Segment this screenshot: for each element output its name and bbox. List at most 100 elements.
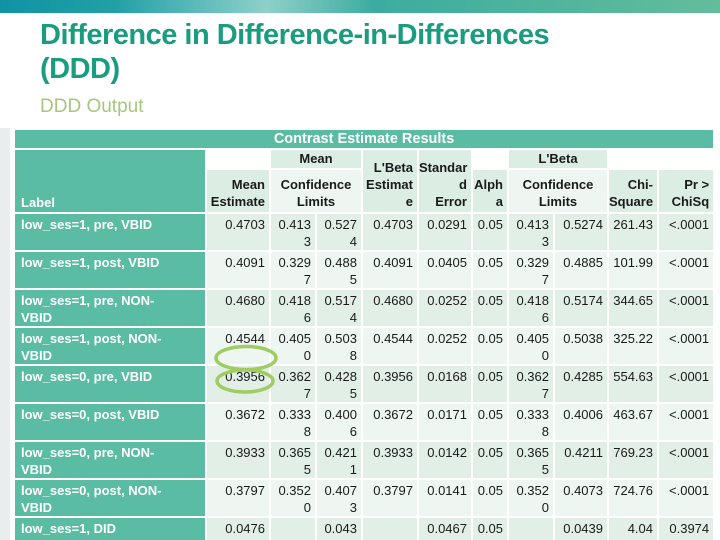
cell-pr-chisq: <.0001 [659,480,714,516]
header-spacer-pr-chisq [659,150,714,168]
cell-mean-cl-high: 0.488 5 [317,252,361,288]
table-body: low_ses=1, pre, VBID 0.4703 0.413 3 0.527 4… [15,214,714,540]
header-spacer-chi-square [609,150,657,168]
cell-mean-cl-low: 0.352 0 [271,480,315,516]
cell-mean-cl-low: 0.413 3 [271,214,315,250]
slide-subtitle: DDD Output [40,96,144,117]
cell-lbeta-cl-low: 0.333 8 [509,404,553,440]
cell-pr-chisq: <.0001 [659,328,714,364]
cell-std-error: 0.0142 [419,442,471,478]
cell-chi-square: 4.04 [609,518,657,540]
col-header-lbeta-confidence-limits: Confidence Limits [509,170,607,212]
cell-pr-chisq: 0.3974 [659,518,714,540]
table-row: low_ses=0, pre, VBID 0.3956 0.362 7 0.428 5… [15,366,714,402]
cell-alpha: 0.05 [473,442,507,478]
cell-chi-square: 724.76 [609,480,657,516]
cell-lbeta-cl-high: 0.5174 [555,290,607,326]
cell-lbeta-estimate: 0.4091 [363,252,417,288]
cell-mean-cl-high: 0.407 3 [317,480,361,516]
col-header-mean-confidence-limits: Confidence Limits [271,170,361,212]
row-label: low_ses=0, pre, VBID [15,366,205,402]
table-title: Contrast Estimate Results [15,130,714,148]
cell-mean-cl-low: 0.362 7 [271,366,315,402]
cell-lbeta-cl-low: 0.362 7 [509,366,553,402]
cell-lbeta-cl-high: 0.4211 [555,442,607,478]
table-row: low_ses=1, pre, NON- VBID 0.4680 0.418 6 0.… [15,290,714,326]
cell-alpha: 0.05 [473,252,507,288]
cell-std-error: 0.0141 [419,480,471,516]
cell-mean-cl-high: 0.043 [317,518,361,540]
page-title-line1: Difference in Difference-in-Differences [40,19,550,51]
cell-mean-cl-low: 0.418 6 [271,290,315,326]
table-row: low_ses=1, pre, VBID 0.4703 0.413 3 0.527 4… [15,214,714,250]
cell-mean-cl-low: 0.333 8 [271,404,315,440]
table-row: low_ses=1, post, VBID 0.4091 0.329 7 0.488 … [15,252,714,288]
cell-pr-chisq: <.0001 [659,290,714,326]
cell-chi-square: 325.22 [609,328,657,364]
cell-lbeta-estimate: 0.3672 [363,404,417,440]
cell-mean-estimate: 0.4680 [207,290,269,326]
table-row: low_ses=0, pre, NON- VBID 0.3933 0.365 5 0.… [15,442,714,478]
cell-mean-cl-low: 0.329 7 [271,252,315,288]
cell-lbeta-estimate [363,518,417,540]
cell-pr-chisq: <.0001 [659,252,714,288]
cell-std-error: 0.0252 [419,290,471,326]
cell-pr-chisq: <.0001 [659,442,714,478]
row-label: low_ses=0, pre, NON- VBID [15,442,205,478]
row-label: low_ses=1, pre, NON- VBID [15,290,205,326]
cell-lbeta-cl-low: 0.365 5 [509,442,553,478]
cell-alpha: 0.05 [473,480,507,516]
col-header-mean-estimate: Mean Estimate [207,170,269,212]
top-gradient-bar [0,0,720,13]
cell-chi-square: 344.65 [609,290,657,326]
table-row: low_ses=0, post, VBID 0.3672 0.333 8 0.400 … [15,404,714,440]
cell-mean-cl-high: 0.517 4 [317,290,361,326]
cell-lbeta-cl-high: 0.4073 [555,480,607,516]
col-header-pr-chisq: Pr > ChiSq [659,170,714,212]
row-label: low_ses=0, post, VBID [15,404,205,440]
cell-lbeta-cl-low: 0.329 7 [509,252,553,288]
page-title: Difference in Difference-in-Differences … [40,18,700,86]
cell-alpha: 0.05 [473,290,507,326]
header-row-groups: Label Mean L'Beta Estimat e Standar d Er… [15,150,714,212]
cell-mean-estimate: 0.0476 [207,518,269,540]
cell-std-error: 0.0405 [419,252,471,288]
cell-pr-chisq: <.0001 [659,366,714,402]
cell-std-error: 0.0252 [419,328,471,364]
col-header-lbeta-group: L'Beta [509,150,607,168]
col-header-label: Label [15,150,205,212]
left-edge-strip [0,128,10,540]
cell-pr-chisq: <.0001 [659,214,714,250]
header-spacer-mean-estimate [207,150,269,168]
cell-lbeta-cl-low [509,518,553,540]
col-header-standard-error: Standar d Error [419,150,471,212]
cell-std-error: 0.0171 [419,404,471,440]
contrast-results-table: Contrast Estimate Results Label Mean L'B… [13,128,715,540]
cell-chi-square: 261.43 [609,214,657,250]
page-title-line2: (DDD) [40,53,120,85]
cell-mean-estimate: 0.3797 [207,480,269,516]
cell-lbeta-estimate: 0.4680 [363,290,417,326]
cell-chi-square: 554.63 [609,366,657,402]
cell-mean-cl-low [271,518,315,540]
cell-lbeta-estimate: 0.3956 [363,366,417,402]
cell-lbeta-cl-low: 0.418 6 [509,290,553,326]
col-header-mean-group: Mean [271,150,361,168]
cell-lbeta-cl-high: 0.4006 [555,404,607,440]
cell-lbeta-cl-high: 0.4885 [555,252,607,288]
cell-alpha: 0.05 [473,366,507,402]
row-label: low_ses=1, DID [15,518,205,540]
cell-chi-square: 463.67 [609,404,657,440]
col-header-lbeta-estimate: L'Beta Estimat e [363,150,417,212]
cell-lbeta-cl-low: 0.413 3 [509,214,553,250]
cell-mean-estimate: 0.3956 [207,366,269,402]
cell-mean-cl-low: 0.365 5 [271,442,315,478]
cell-std-error: 0.0291 [419,214,471,250]
col-header-alpha: Alph a [473,170,507,212]
header-spacer-alpha [473,150,507,168]
row-label: low_ses=1, post, NON- VBID [15,328,205,364]
row-label: low_ses=1, post, VBID [15,252,205,288]
